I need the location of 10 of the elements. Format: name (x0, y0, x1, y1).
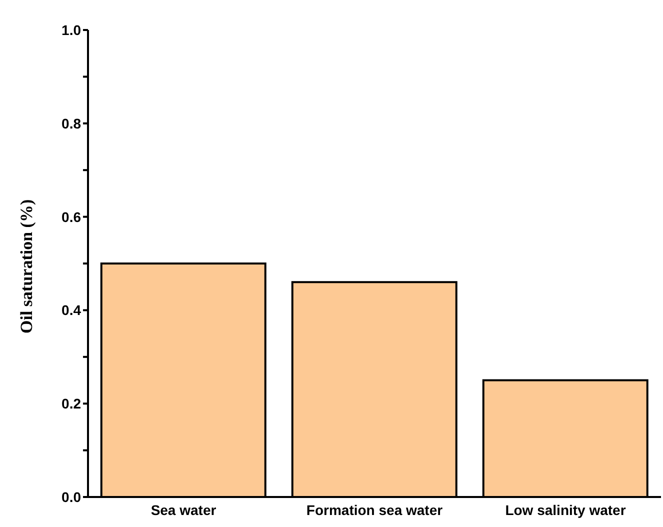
y-tick-label: 0.2 (62, 396, 82, 412)
y-tick-label: 0.4 (62, 302, 82, 318)
x-tick-label: Sea water (150, 502, 217, 518)
y-axis-title: Oil saturation (%) (17, 199, 36, 334)
x-tick-label: Formation sea water (306, 502, 444, 518)
y-tick-label: 0.0 (62, 488, 82, 505)
y-tick-label: 0.8 (62, 115, 82, 132)
y-tick-label: 1.0 (62, 22, 82, 38)
y-tick-label: 0.6 (62, 208, 82, 225)
x-tick-label: Low salinity water (505, 502, 626, 518)
